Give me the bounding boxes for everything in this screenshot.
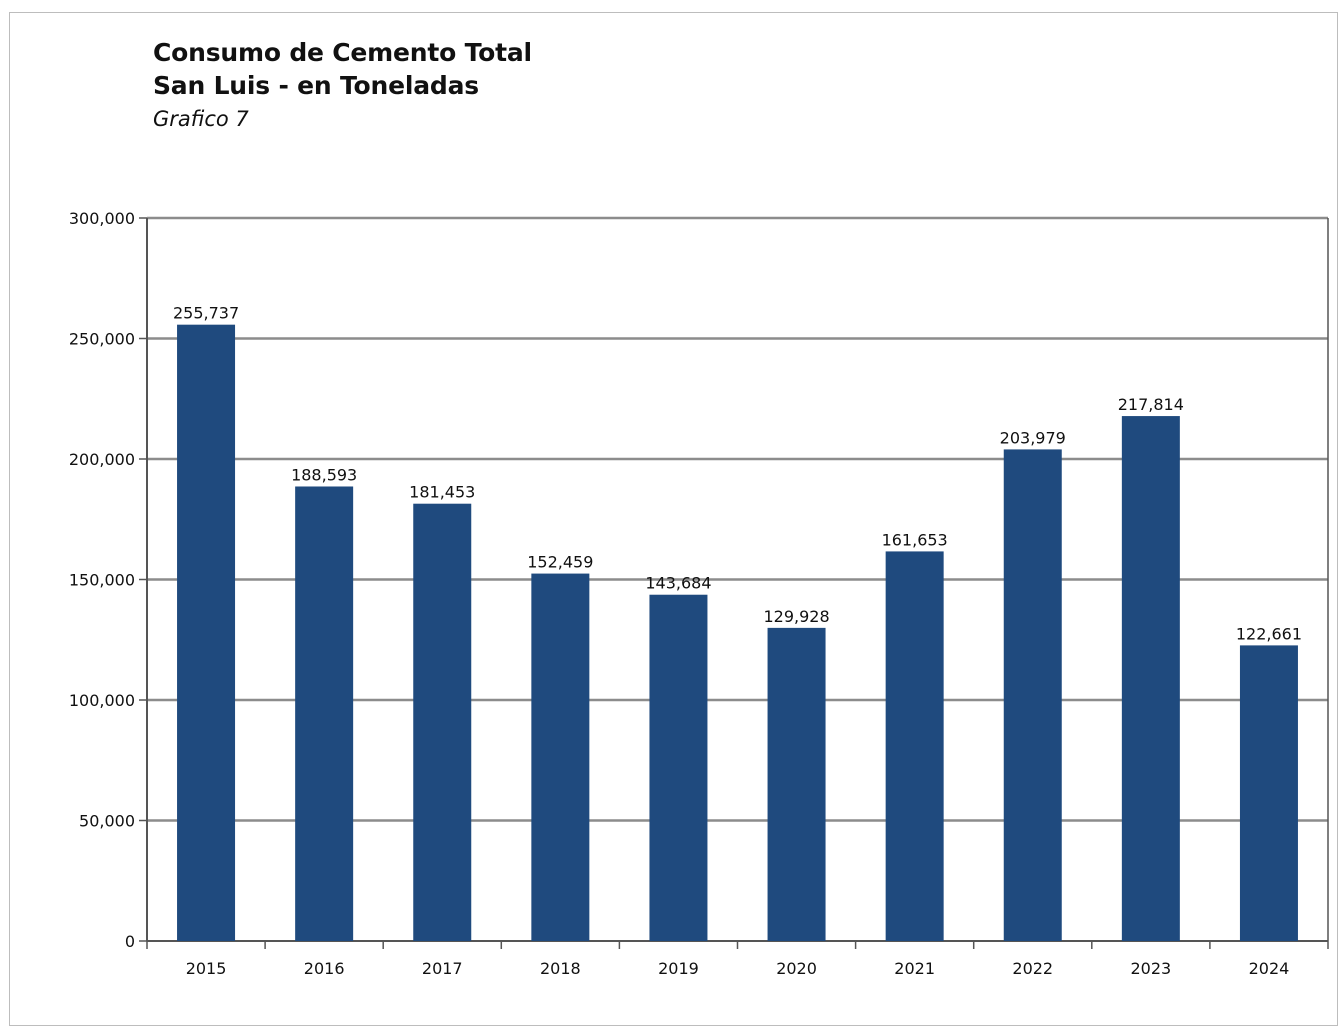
data-label-2022: 203,979	[1000, 428, 1066, 447]
bar-2016	[295, 486, 354, 941]
x-tick-label-2018: 2018	[540, 959, 581, 978]
y-tick-label: 50,000	[79, 812, 135, 831]
x-tick-label-2024: 2024	[1249, 959, 1290, 978]
chart-title-block: Consumo de Cemento Total San Luis - en T…	[153, 36, 532, 134]
y-tick-label: 150,000	[69, 571, 135, 590]
chart-title-line-1: Consumo de Cemento Total	[153, 38, 532, 67]
bar-2019	[649, 594, 708, 941]
data-label-2024: 122,661	[1236, 624, 1302, 643]
chart-title-line-2: San Luis - en Toneladas	[153, 71, 479, 100]
bar-2018	[531, 573, 590, 941]
x-tick-label-2019: 2019	[658, 959, 699, 978]
bar-2023	[1121, 416, 1180, 942]
x-tick-label-2015: 2015	[186, 959, 227, 978]
data-label-2019: 143,684	[645, 574, 711, 593]
x-tick-label-2017: 2017	[422, 959, 463, 978]
x-tick-label-2022: 2022	[1012, 959, 1053, 978]
bar-2022	[1003, 449, 1062, 941]
data-label-2016: 188,593	[291, 465, 357, 484]
y-tick-label: 300,000	[69, 209, 135, 228]
data-label-2018: 152,459	[527, 553, 593, 572]
bar-2020	[767, 627, 826, 941]
bar-2015	[177, 324, 236, 941]
y-tick-label: 0	[125, 932, 135, 951]
data-label-2015: 255,737	[173, 304, 239, 323]
data-label-2020: 129,928	[763, 607, 829, 626]
x-tick-label-2023: 2023	[1130, 959, 1171, 978]
data-label-2023: 217,814	[1118, 395, 1184, 414]
x-tick-label-2021: 2021	[894, 959, 935, 978]
data-label-2017: 181,453	[409, 483, 475, 502]
chart-subtitle: Grafico 7	[153, 107, 249, 131]
bar-2024	[1239, 645, 1298, 941]
bar-2021	[885, 551, 944, 941]
x-tick-label-2016: 2016	[304, 959, 345, 978]
bar-2017	[413, 503, 472, 941]
x-tick-label-2020: 2020	[776, 959, 817, 978]
y-tick-label: 100,000	[69, 691, 135, 710]
y-tick-label: 250,000	[69, 330, 135, 349]
y-tick-label: 200,000	[69, 450, 135, 469]
data-label-2021: 161,653	[882, 530, 948, 549]
